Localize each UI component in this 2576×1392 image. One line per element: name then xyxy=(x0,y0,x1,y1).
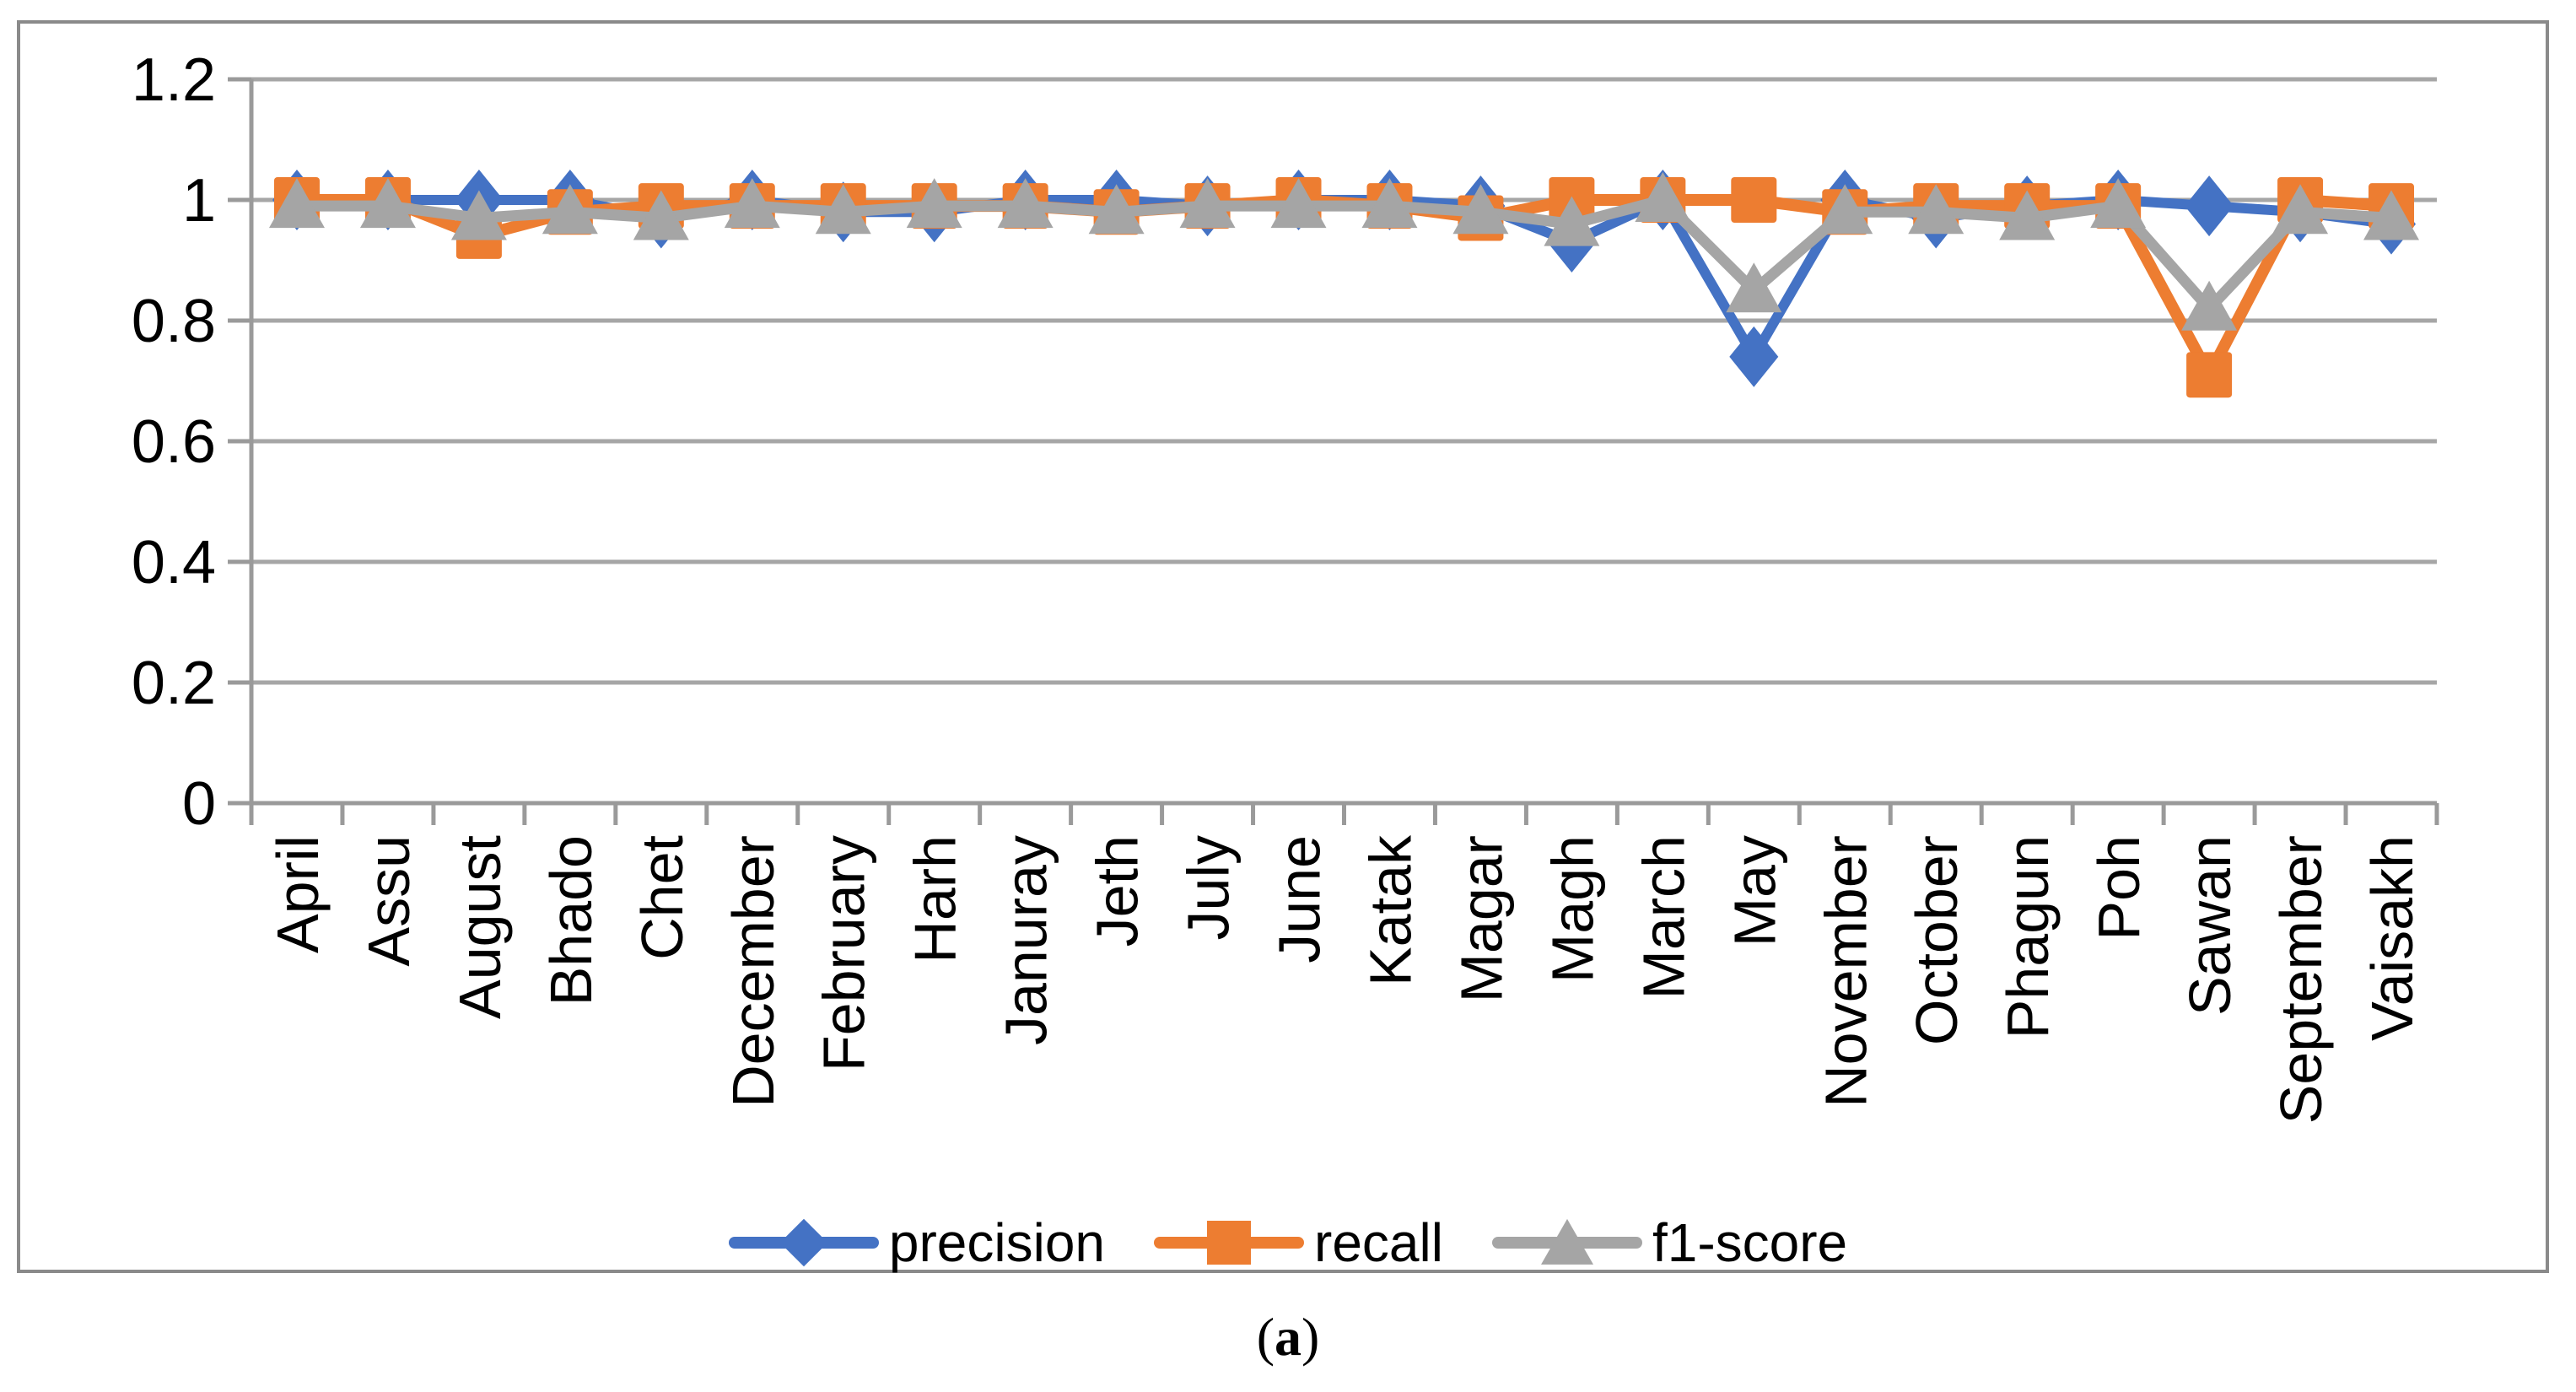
x-category-label: Januray xyxy=(994,835,1059,1045)
y-tick-label: 0.2 xyxy=(132,650,216,717)
square-marker-icon xyxy=(1207,1221,1251,1265)
x-category-label: Poh xyxy=(2086,835,2152,941)
x-category-label: Katak xyxy=(1357,834,1423,986)
precision-legend-glyph xyxy=(728,1215,879,1271)
marker-f1-score xyxy=(1270,178,1327,229)
y-tick-label: 0.4 xyxy=(132,529,216,596)
x-category-label: August xyxy=(447,835,513,1019)
marker-f1-score xyxy=(1817,184,1873,235)
triangle-marker-icon xyxy=(1540,1218,1593,1265)
x-category-label: December xyxy=(720,835,786,1108)
marker-f1-score xyxy=(1908,184,1964,235)
caption-letter: a xyxy=(1275,1307,1301,1367)
marker-f1-score xyxy=(1452,184,1509,235)
marker-precision xyxy=(1729,326,1779,387)
marker-f1-score xyxy=(1088,184,1145,235)
legend-item-precision: precision xyxy=(728,1212,1105,1273)
caption-paren-close: ) xyxy=(1301,1307,1320,1367)
marker-f1-score xyxy=(815,184,871,235)
marker-f1-score xyxy=(633,190,689,240)
x-category-label: Phagun xyxy=(1995,835,2061,1039)
marker-f1-score xyxy=(2363,190,2420,240)
caption-paren-open: ( xyxy=(1256,1307,1275,1367)
diamond-marker-icon xyxy=(779,1218,828,1267)
x-category-label: Chet xyxy=(629,835,695,960)
recall-legend-glyph xyxy=(1154,1215,1304,1271)
marker-f1-score xyxy=(542,184,598,235)
marker-f1-score xyxy=(2181,280,2238,331)
x-category-label: Magar xyxy=(1448,835,1514,1002)
marker-f1-score xyxy=(2090,178,2147,229)
marker-f1-score xyxy=(906,178,962,229)
x-category-label: April xyxy=(265,835,331,953)
y-tick-label: 0 xyxy=(182,770,216,838)
x-category-label: November xyxy=(1813,835,1878,1108)
marker-recall xyxy=(1731,177,1777,223)
x-category-label: Vaisakh xyxy=(2359,835,2425,1041)
x-category-label: Magh xyxy=(1539,835,1605,983)
x-category-label: February xyxy=(811,835,877,1071)
legend-label-recall: recall xyxy=(1314,1212,1443,1273)
figure-panel-border xyxy=(17,20,2549,1273)
marker-f1-score xyxy=(2272,184,2329,235)
marker-f1-score xyxy=(1999,190,2056,240)
marker-f1-score xyxy=(450,190,507,240)
x-category-label: Harh xyxy=(903,835,968,963)
y-tick-label: 0.6 xyxy=(132,408,216,476)
series-precision-line xyxy=(291,195,2397,362)
x-category-label: Assu xyxy=(356,835,422,967)
y-tick-label: 0.8 xyxy=(132,288,216,355)
marker-f1-score xyxy=(1361,178,1418,229)
series-f1-score-line xyxy=(291,194,2397,315)
x-category-label: March xyxy=(1630,835,1696,999)
marker-f1-score xyxy=(1726,262,1782,313)
x-category-label: October xyxy=(1904,835,1970,1045)
x-category-label: June xyxy=(1267,835,1333,963)
f1-score-legend-glyph xyxy=(1491,1215,1642,1271)
x-category-label: May xyxy=(1722,835,1787,947)
legend-label-f1-score: f1-score xyxy=(1652,1212,1848,1273)
legend-label-precision: precision xyxy=(888,1212,1105,1273)
marker-f1-score xyxy=(359,178,416,229)
x-category-label: Jeth xyxy=(1085,835,1151,947)
marker-f1-score xyxy=(724,178,780,229)
marker-recall xyxy=(2186,352,2233,398)
marker-f1-score xyxy=(268,178,325,229)
x-category-label: July xyxy=(1176,835,1242,940)
figure-caption: (a) xyxy=(0,1306,2576,1368)
series-recall-line xyxy=(290,194,2398,381)
x-category-label: Bhado xyxy=(538,835,604,1006)
x-category-label: September xyxy=(2268,835,2334,1124)
marker-f1-score xyxy=(1635,172,1691,222)
legend-item-recall: recall xyxy=(1154,1215,1443,1271)
marker-f1-score xyxy=(1544,196,1600,246)
legend-item-f1-score: f1-score xyxy=(1491,1212,1848,1273)
y-tick-label: 1.2 xyxy=(132,46,216,114)
chart-legend: precision recall f1-score xyxy=(0,1213,2576,1272)
x-category-label: Sawan xyxy=(2177,835,2243,1016)
y-tick-label: 1 xyxy=(182,167,216,235)
marker-precision xyxy=(2185,175,2234,237)
marker-f1-score xyxy=(1179,178,1236,229)
marker-f1-score xyxy=(997,178,1054,229)
